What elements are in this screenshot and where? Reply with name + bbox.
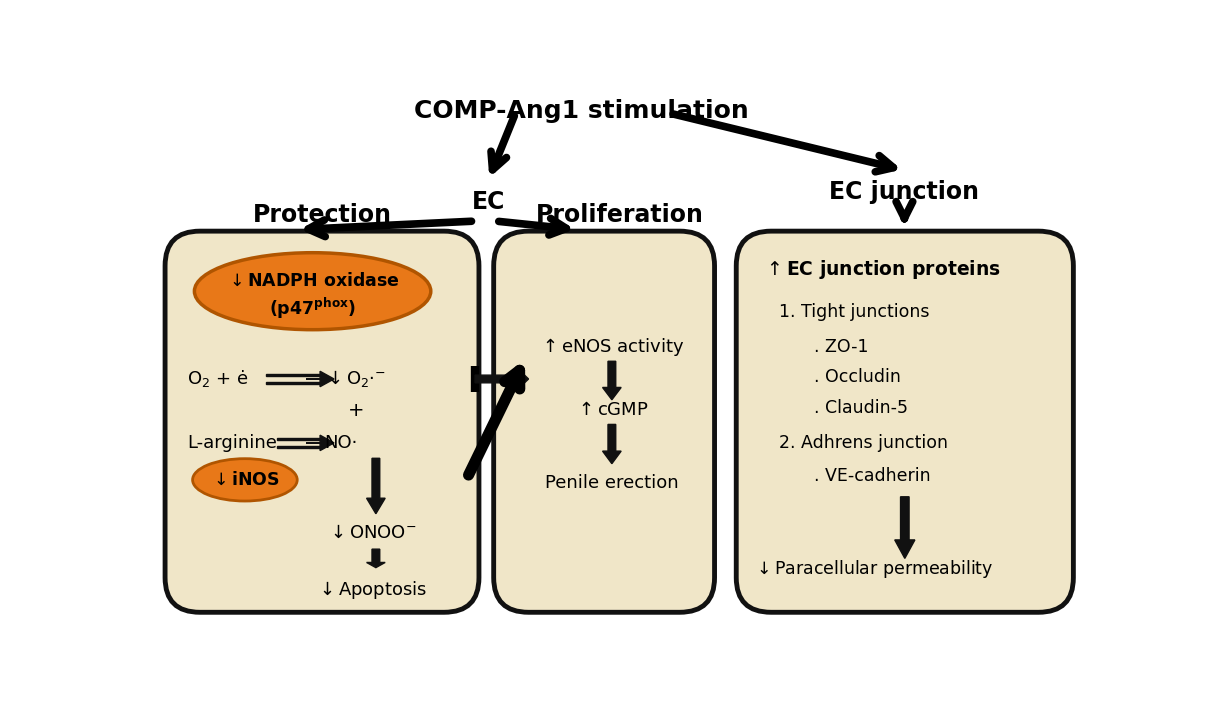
Text: COMP-Ang1 stimulation: COMP-Ang1 stimulation bbox=[413, 100, 748, 124]
FancyBboxPatch shape bbox=[493, 231, 715, 612]
Text: EC: EC bbox=[472, 190, 505, 214]
Text: . Claudin-5: . Claudin-5 bbox=[814, 399, 908, 417]
Text: +: + bbox=[348, 402, 365, 421]
Text: $\uparrow$EC junction proteins: $\uparrow$EC junction proteins bbox=[763, 258, 1001, 281]
FancyArrow shape bbox=[277, 446, 320, 448]
Text: $\downarrow$Paracellular permeability: $\downarrow$Paracellular permeability bbox=[753, 558, 994, 580]
Text: $\downarrow$ONOO$^{-}$: $\downarrow$ONOO$^{-}$ bbox=[328, 524, 417, 542]
Ellipse shape bbox=[192, 459, 297, 501]
Text: NO·: NO· bbox=[324, 434, 358, 452]
Text: $\downarrow$NADPH oxidase: $\downarrow$NADPH oxidase bbox=[226, 272, 399, 290]
FancyArrow shape bbox=[266, 382, 320, 384]
Text: . VE-cadherin: . VE-cadherin bbox=[814, 467, 931, 484]
Text: 2. Adhrens junction: 2. Adhrens junction bbox=[779, 434, 948, 452]
Text: 1. Tight junctions: 1. Tight junctions bbox=[779, 303, 930, 321]
Text: $\downarrow$iNOS: $\downarrow$iNOS bbox=[210, 471, 279, 489]
Text: $\uparrow$cGMP: $\uparrow$cGMP bbox=[575, 401, 649, 419]
Text: Protection: Protection bbox=[253, 204, 392, 227]
Text: . ZO-1: . ZO-1 bbox=[814, 338, 868, 356]
FancyArrow shape bbox=[366, 549, 386, 568]
FancyBboxPatch shape bbox=[736, 231, 1074, 612]
FancyArrow shape bbox=[306, 371, 334, 387]
FancyArrow shape bbox=[306, 436, 334, 450]
FancyArrow shape bbox=[602, 424, 621, 464]
FancyArrow shape bbox=[277, 438, 320, 440]
FancyArrow shape bbox=[366, 458, 386, 514]
Text: O$_2$ + ė: O$_2$ + ė bbox=[186, 368, 248, 390]
Text: $\downarrow$Apoptosis: $\downarrow$Apoptosis bbox=[317, 579, 428, 601]
FancyArrow shape bbox=[266, 374, 320, 375]
FancyBboxPatch shape bbox=[166, 231, 479, 612]
Ellipse shape bbox=[195, 252, 430, 329]
Text: Proliferation: Proliferation bbox=[536, 204, 704, 227]
Text: . Occludin: . Occludin bbox=[814, 368, 901, 387]
Text: $\downarrow$O$_2$·$^{-}$: $\downarrow$O$_2$·$^{-}$ bbox=[324, 368, 386, 390]
Text: EC junction: EC junction bbox=[829, 180, 979, 204]
FancyArrow shape bbox=[475, 370, 528, 388]
Text: $\uparrow$eNOS activity: $\uparrow$eNOS activity bbox=[539, 336, 684, 358]
Text: L-arginine: L-arginine bbox=[186, 434, 277, 452]
FancyArrow shape bbox=[602, 361, 621, 399]
FancyArrow shape bbox=[895, 497, 915, 559]
Text: (p47$^{\bf{phox}}$): (p47$^{\bf{phox}}$) bbox=[270, 296, 357, 321]
Text: Penile erection: Penile erection bbox=[545, 474, 678, 492]
